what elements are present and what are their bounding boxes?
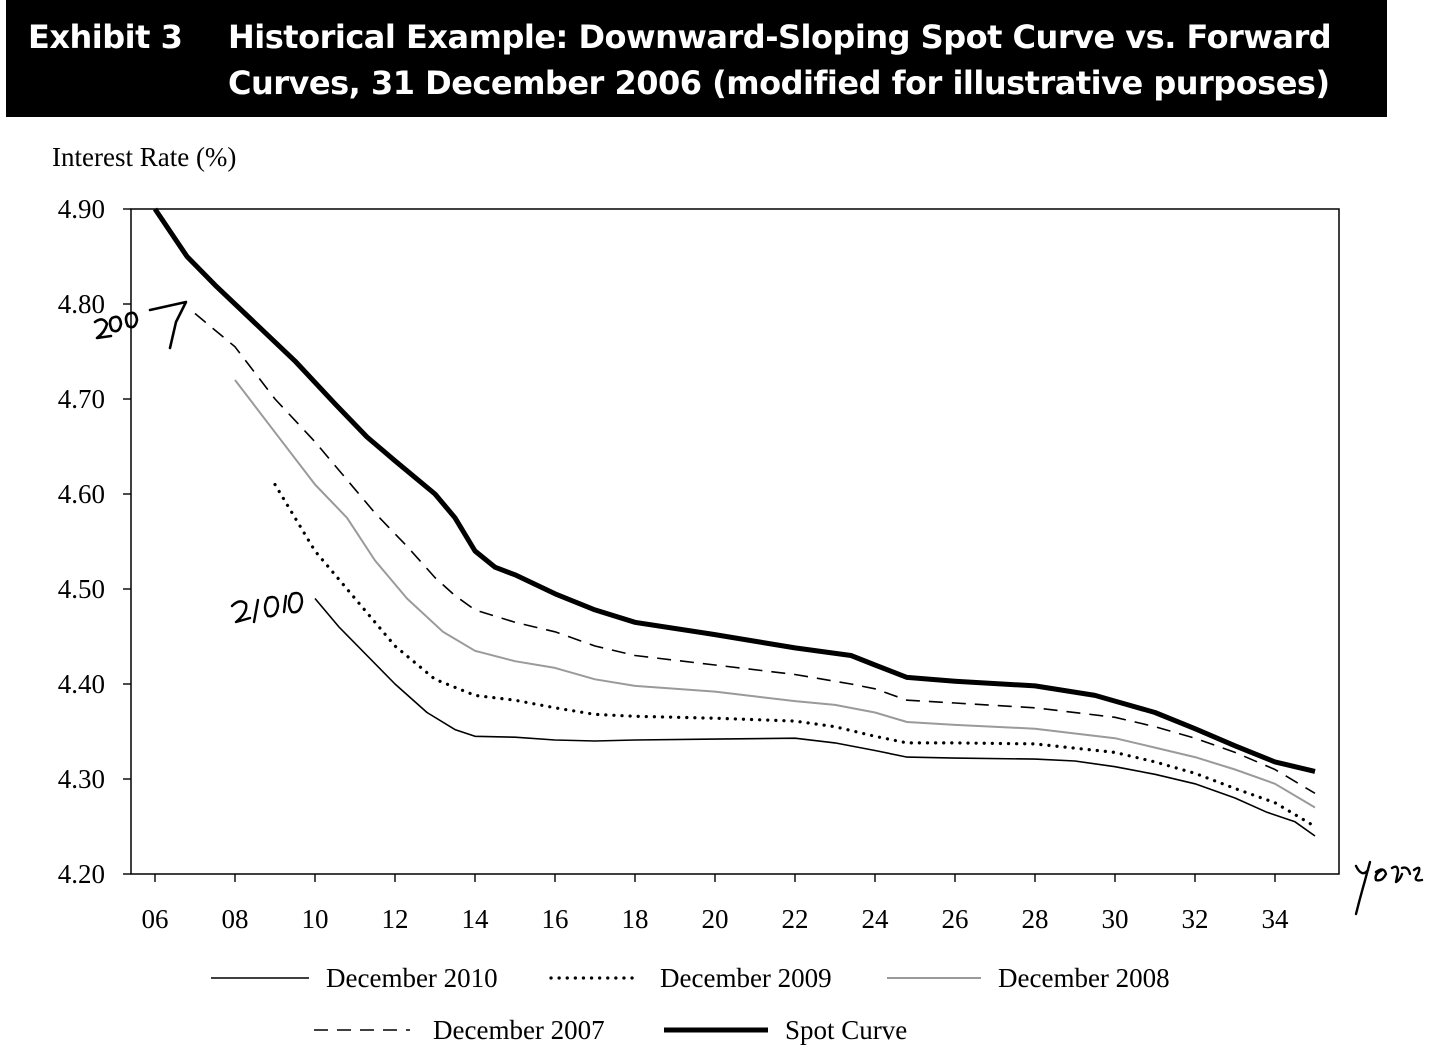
x-tick-label: 26 xyxy=(942,904,969,934)
handwritten-years-strokes xyxy=(1354,860,1424,916)
y-axis: 4.20 4.30 4.40 4.50 4.60 4.70 4.80 4.90 xyxy=(58,194,131,889)
series-line-december-2009 xyxy=(273,482,1317,829)
y-tick-label: 4.40 xyxy=(58,669,105,699)
series-lines xyxy=(152,207,1317,837)
series-line-december-2008 xyxy=(234,379,1316,809)
exhibit-banner xyxy=(6,0,1387,117)
x-tick-label: 34 xyxy=(1262,904,1290,934)
handwritten-2010-strokes xyxy=(230,591,304,624)
x-tick-label: 20 xyxy=(702,904,729,934)
legend-label-december-2009: December 2009 xyxy=(660,963,832,993)
x-tick-label: 28 xyxy=(1022,904,1049,934)
legend-label-december-2007: December 2007 xyxy=(433,1015,605,1045)
y-tick-label: 4.30 xyxy=(58,764,105,794)
x-tick-label: 06 xyxy=(142,904,169,934)
x-tick-label: 12 xyxy=(382,904,409,934)
x-tick-label: 16 xyxy=(542,904,569,934)
y-tick-label: 4.90 xyxy=(58,194,105,224)
series-line-spot-curve xyxy=(152,207,1316,774)
x-tick-label: 18 xyxy=(622,904,649,934)
legend-label-spot-curve: Spot Curve xyxy=(785,1015,907,1045)
exhibit-label: Exhibit 3 xyxy=(28,18,183,56)
y-tick-label: 4.60 xyxy=(58,479,105,509)
y-axis-label: Interest Rate (%) xyxy=(52,142,237,172)
handwritten-2007-strokes xyxy=(93,300,188,350)
y-tick-label: 4.80 xyxy=(58,289,105,319)
handwritten-annotations xyxy=(93,300,1424,916)
series-line-december-2010 xyxy=(314,597,1316,837)
legend: December 2010 December 2009 December 2008 D… xyxy=(211,963,1170,1045)
x-tick-label: 32 xyxy=(1182,904,1209,934)
y-tick-label: 4.50 xyxy=(58,574,105,604)
exhibit-title: Historical Example: Downward-Sloping Spo… xyxy=(228,18,1332,102)
x-tick-label: 14 xyxy=(462,904,490,934)
y-tick-label: 4.20 xyxy=(58,859,105,889)
x-tick-label: 08 xyxy=(222,904,249,934)
x-tick-label: 10 xyxy=(302,904,329,934)
x-tick-label: 22 xyxy=(782,904,809,934)
y-tick-label: 4.70 xyxy=(58,384,105,414)
x-tick-label: 24 xyxy=(862,904,890,934)
x-axis: 06 08 10 12 14 16 18 20 22 24 26 28 30 32 34 xyxy=(142,874,1290,934)
series-line-december-2007 xyxy=(194,312,1316,794)
plot-frame xyxy=(130,208,1340,875)
legend-label-december-2010: December 2010 xyxy=(326,963,498,993)
x-tick-label: 30 xyxy=(1102,904,1129,934)
legend-label-december-2008: December 2008 xyxy=(998,963,1170,993)
